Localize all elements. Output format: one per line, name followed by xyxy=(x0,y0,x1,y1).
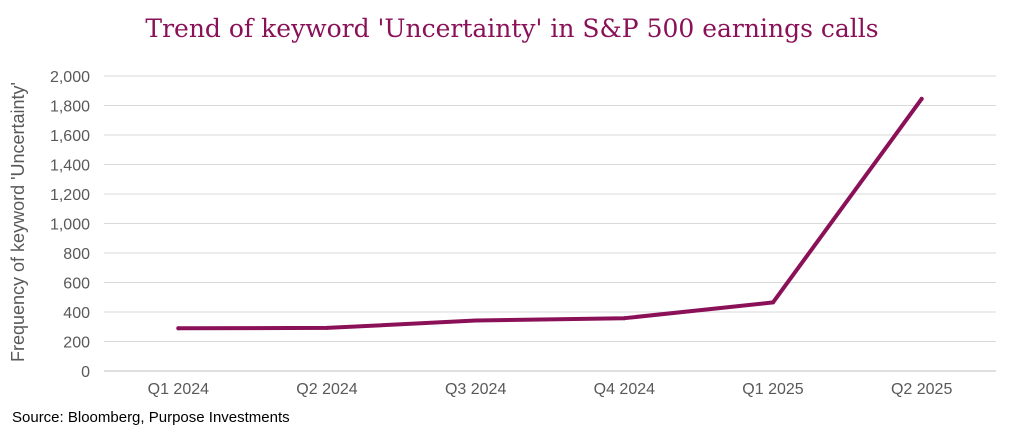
data-point xyxy=(176,326,181,331)
y-tick-label: 1,200 xyxy=(50,187,90,204)
source-note: Source: Bloomberg, Purpose Investments xyxy=(12,409,290,426)
y-tick-label: 1,600 xyxy=(50,128,90,145)
data-point xyxy=(919,96,924,101)
x-tick-label: Q2 2024 xyxy=(296,381,357,398)
x-tick-label: Q3 2024 xyxy=(445,381,506,398)
y-tick-label: 1,400 xyxy=(50,158,90,175)
series-layer xyxy=(176,96,924,331)
chart-title: Trend of keyword 'Uncertainty' in S&P 50… xyxy=(145,14,879,43)
y-tick-label: 600 xyxy=(63,276,90,293)
y-axis-ticks: 0 200 400 600 800 1,000 1,200 1,400 1,600 1,800 2,… xyxy=(50,69,90,381)
y-tick-label: 200 xyxy=(63,335,90,352)
y-axis-label: Frequency of keyword 'Uncertainty' xyxy=(8,82,28,362)
x-tick-label: Q2 2025 xyxy=(891,381,952,398)
data-point xyxy=(771,300,775,305)
y-tick-label: 2,000 xyxy=(50,69,90,86)
x-tick-label: Q1 2025 xyxy=(742,381,803,398)
y-tick-label: 400 xyxy=(63,305,90,322)
y-tick-label: 1,000 xyxy=(50,217,90,234)
y-tick-label: 800 xyxy=(63,246,90,263)
y-tick-label: 0 xyxy=(81,364,90,381)
gridlines xyxy=(104,75,996,372)
x-tick-label: Q4 2024 xyxy=(594,381,655,398)
x-axis-ticks: Q1 2024 Q2 2024 Q3 2024 Q4 2024 Q1 2025 Q2 20… xyxy=(148,381,953,398)
data-point xyxy=(622,316,627,321)
data-point xyxy=(473,318,478,323)
y-tick-label: 1,800 xyxy=(50,99,90,116)
data-point xyxy=(325,325,329,330)
series-line xyxy=(176,96,924,331)
x-tick-label: Q1 2024 xyxy=(148,381,209,398)
